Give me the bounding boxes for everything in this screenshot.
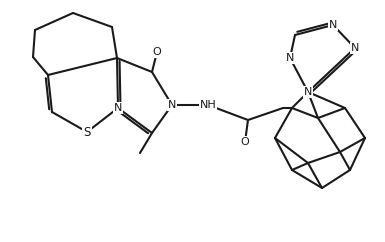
Text: S: S	[83, 126, 91, 138]
Text: N: N	[351, 43, 359, 53]
Text: O: O	[241, 137, 249, 147]
Text: N: N	[114, 103, 122, 113]
Text: N: N	[329, 20, 337, 30]
Text: O: O	[152, 47, 161, 57]
Text: N: N	[304, 87, 312, 97]
Text: N: N	[286, 53, 294, 63]
Text: NH: NH	[200, 100, 216, 110]
Text: N: N	[168, 100, 176, 110]
